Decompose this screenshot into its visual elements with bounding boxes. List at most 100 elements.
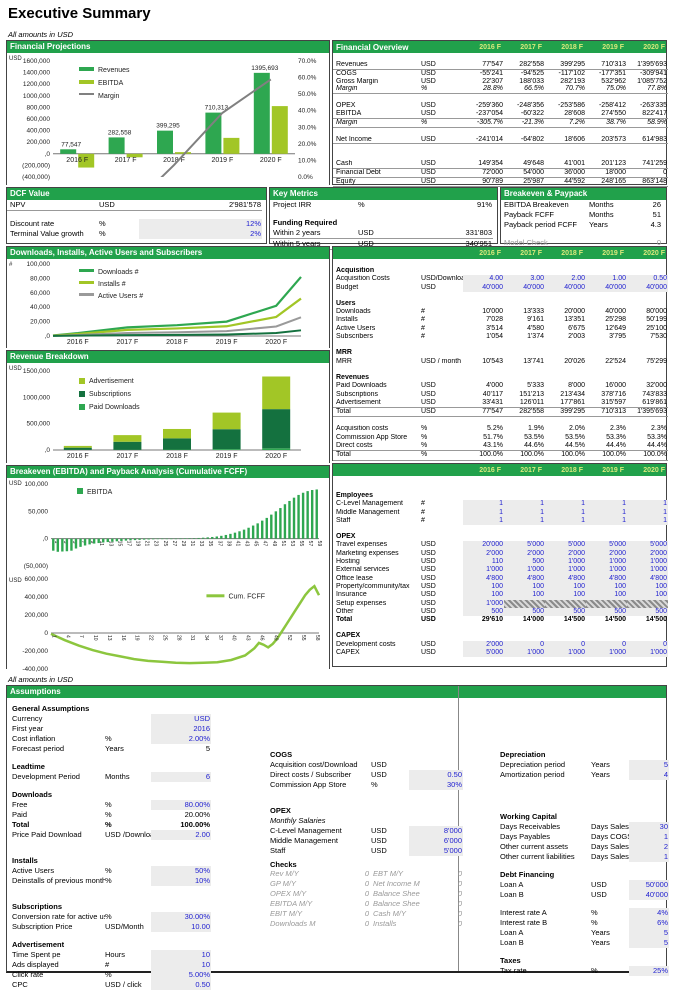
cell[interactable]: 10 bbox=[151, 960, 211, 970]
cell[interactable]: 20'000 bbox=[463, 541, 504, 549]
cell[interactable]: 1 bbox=[463, 500, 504, 508]
cell[interactable]: 1 bbox=[586, 509, 627, 517]
cell[interactable]: 100 bbox=[586, 591, 627, 599]
cell[interactable]: 10% bbox=[151, 876, 211, 886]
cell[interactable]: 0 bbox=[586, 641, 627, 649]
cell[interactable]: 1'000 bbox=[586, 649, 627, 657]
cell[interactable]: 40'000 bbox=[627, 284, 668, 292]
cell[interactable]: 1'000 bbox=[586, 566, 627, 574]
cell[interactable]: 1'000 bbox=[545, 558, 586, 566]
cell[interactable]: 10 bbox=[151, 950, 211, 960]
cell[interactable]: 5'000 bbox=[504, 541, 545, 549]
cell[interactable]: 40'000 bbox=[545, 284, 586, 292]
cell[interactable]: 2'000 bbox=[627, 550, 668, 558]
cell[interactable]: 12% bbox=[139, 219, 262, 229]
cell[interactable]: 1 bbox=[545, 500, 586, 508]
cell[interactable]: 5'000 bbox=[586, 541, 627, 549]
cell[interactable]: 4'800 bbox=[586, 575, 627, 583]
cell[interactable]: 0.50 bbox=[627, 275, 668, 283]
cell[interactable]: 1 bbox=[627, 500, 668, 508]
cell[interactable]: 500 bbox=[504, 558, 545, 566]
cell[interactable]: 1 bbox=[504, 500, 545, 508]
cell[interactable]: 100 bbox=[463, 583, 504, 591]
cell[interactable]: 30 bbox=[629, 822, 669, 832]
cell[interactable]: 25% bbox=[629, 966, 669, 976]
cell[interactable]: 1'000 bbox=[463, 566, 504, 574]
cell[interactable]: 100 bbox=[545, 591, 586, 599]
cell[interactable]: 500 bbox=[504, 608, 545, 616]
cell[interactable] bbox=[586, 600, 627, 608]
cell[interactable]: 4.00 bbox=[463, 275, 504, 283]
cell[interactable]: 0 bbox=[545, 641, 586, 649]
cell[interactable]: 2'000 bbox=[586, 550, 627, 558]
cell[interactable]: 500 bbox=[627, 608, 668, 616]
cell[interactable]: 3.00 bbox=[504, 275, 545, 283]
cell[interactable]: 1 bbox=[463, 509, 504, 517]
cell[interactable]: 80.00% bbox=[151, 800, 211, 810]
cell[interactable]: 2.00% bbox=[151, 734, 211, 744]
cell[interactable]: 30.00% bbox=[151, 912, 211, 922]
cell[interactable]: 40'000 bbox=[629, 890, 669, 900]
cell[interactable]: 100 bbox=[586, 583, 627, 591]
cell[interactable]: 1 bbox=[627, 509, 668, 517]
cell[interactable]: 100 bbox=[545, 583, 586, 591]
cell[interactable]: 6 bbox=[151, 772, 211, 782]
cell[interactable]: 5.00% bbox=[151, 970, 211, 980]
cell[interactable]: 1 bbox=[627, 517, 668, 525]
cell[interactable]: 500 bbox=[586, 608, 627, 616]
cell[interactable]: 0.50 bbox=[151, 980, 211, 990]
cell[interactable]: 1'000 bbox=[627, 558, 668, 566]
cell[interactable]: 5 bbox=[629, 928, 669, 938]
cell[interactable]: 1'000 bbox=[545, 649, 586, 657]
cell[interactable]: 2016 bbox=[151, 724, 211, 734]
cell[interactable]: 1'000 bbox=[627, 649, 668, 657]
cell[interactable]: 2'000 bbox=[504, 550, 545, 558]
cell[interactable]: 4'800 bbox=[545, 575, 586, 583]
cell[interactable]: 1 bbox=[586, 500, 627, 508]
cell[interactable]: 5'000 bbox=[545, 541, 586, 549]
cell[interactable]: 2'000 bbox=[545, 550, 586, 558]
cell[interactable] bbox=[627, 600, 668, 608]
cell[interactable]: 40'000 bbox=[586, 284, 627, 292]
cell[interactable]: 6'000 bbox=[409, 836, 463, 846]
cell[interactable]: 110 bbox=[463, 558, 504, 566]
cell[interactable]: 0 bbox=[627, 641, 668, 649]
cell[interactable]: 1 bbox=[463, 517, 504, 525]
cell[interactable]: 100 bbox=[627, 583, 668, 591]
cell[interactable]: 5 bbox=[629, 938, 669, 948]
cell[interactable]: 8'000 bbox=[409, 826, 463, 836]
cell[interactable]: 2 bbox=[629, 842, 669, 852]
cell[interactable]: 2'000 bbox=[463, 550, 504, 558]
cell[interactable]: 2.00 bbox=[545, 275, 586, 283]
cell[interactable]: 1 bbox=[545, 509, 586, 517]
cell[interactable]: 1'000 bbox=[463, 600, 504, 608]
cell[interactable]: 1 bbox=[586, 517, 627, 525]
cell[interactable]: 30% bbox=[409, 780, 463, 790]
cell[interactable]: 1 bbox=[504, 517, 545, 525]
cell[interactable] bbox=[545, 600, 586, 608]
cell[interactable]: 1 bbox=[629, 832, 669, 842]
cell[interactable]: 4'800 bbox=[463, 575, 504, 583]
cell[interactable]: 1 bbox=[504, 509, 545, 517]
cell[interactable]: 500 bbox=[545, 608, 586, 616]
cell[interactable]: 1 bbox=[629, 852, 669, 862]
cell[interactable]: 5'000 bbox=[627, 541, 668, 549]
cell[interactable]: 40'000 bbox=[504, 284, 545, 292]
cell[interactable]: USD bbox=[151, 714, 211, 724]
cell[interactable]: 4'800 bbox=[627, 575, 668, 583]
cell[interactable]: 0.50 bbox=[409, 770, 463, 780]
cell[interactable]: 4% bbox=[629, 908, 669, 918]
cell[interactable]: 10.00 bbox=[151, 922, 211, 932]
cell[interactable]: 50'000 bbox=[629, 880, 669, 890]
cell[interactable]: 2'000 bbox=[463, 641, 504, 649]
cell[interactable]: 100 bbox=[504, 583, 545, 591]
cell[interactable]: 100 bbox=[463, 591, 504, 599]
cell[interactable]: 1'000 bbox=[586, 558, 627, 566]
cell[interactable]: 0 bbox=[504, 641, 545, 649]
cell[interactable]: 100 bbox=[504, 591, 545, 599]
cell[interactable]: 1.00 bbox=[586, 275, 627, 283]
cell[interactable]: 50% bbox=[151, 866, 211, 876]
cell[interactable]: 1'000 bbox=[627, 566, 668, 574]
cell[interactable]: 1'000 bbox=[504, 566, 545, 574]
cell[interactable]: 1'000 bbox=[545, 566, 586, 574]
